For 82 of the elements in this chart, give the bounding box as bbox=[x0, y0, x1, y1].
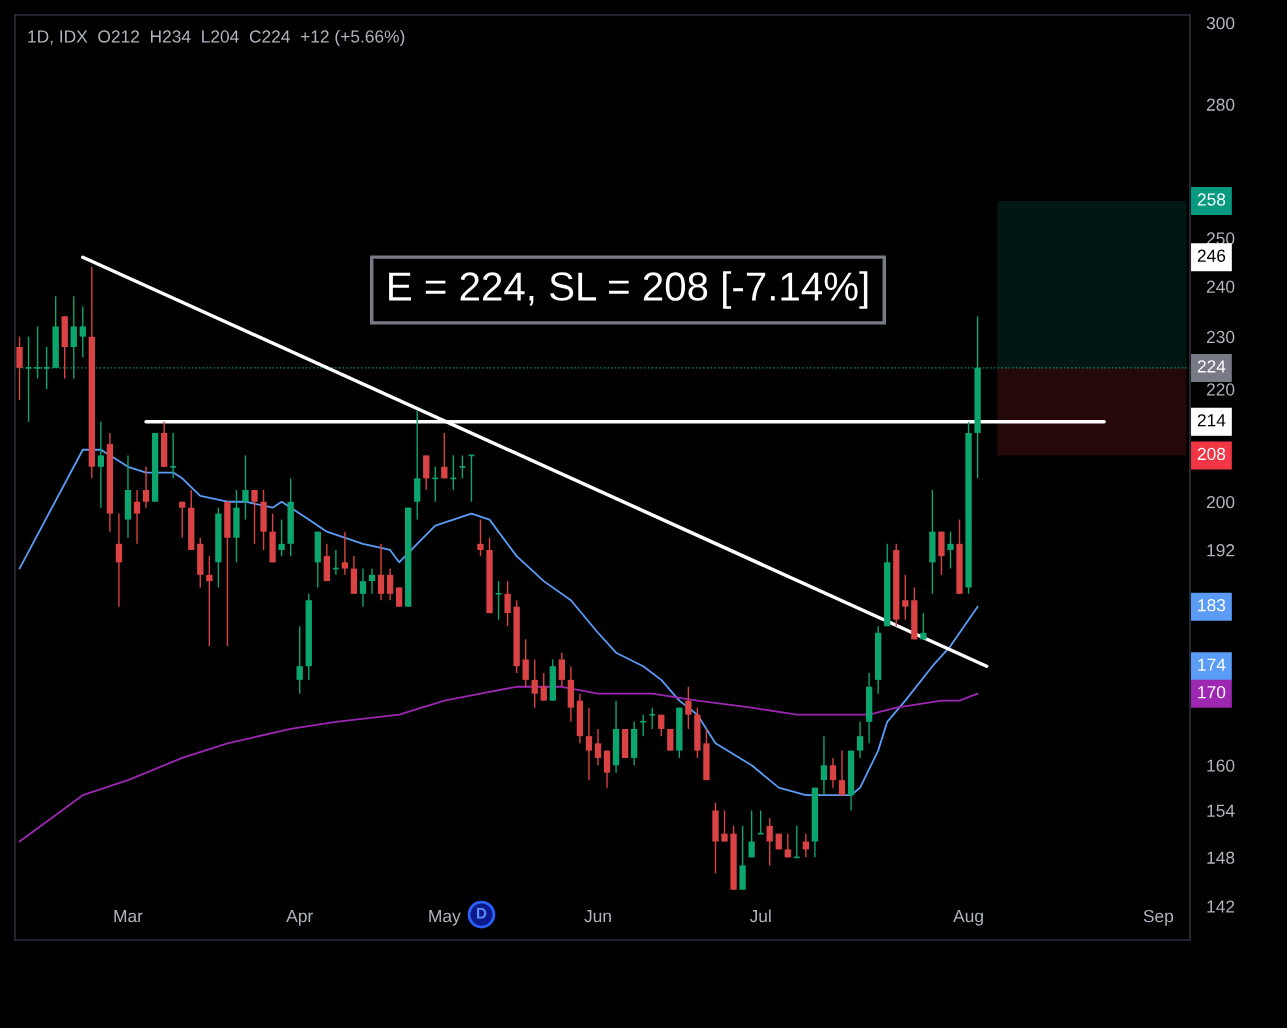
candlestick bbox=[531, 658, 538, 709]
candlestick bbox=[97, 421, 105, 509]
candlestick bbox=[540, 672, 547, 702]
candlestick bbox=[79, 305, 86, 359]
candlestick bbox=[395, 586, 403, 608]
candlestick bbox=[639, 714, 647, 737]
candlestick bbox=[70, 295, 77, 380]
candlestick bbox=[838, 749, 846, 796]
line-series bbox=[18, 448, 979, 797]
candlestick bbox=[142, 466, 150, 509]
y-tick-label: 240 bbox=[1206, 280, 1235, 293]
x-tick-label: Jul bbox=[749, 909, 771, 923]
annotation: E = 224, SL = 208 [-7.14%] bbox=[389, 271, 868, 309]
y-tick-label: 160 bbox=[1207, 759, 1235, 772]
candlestick bbox=[24, 335, 33, 423]
candlestick bbox=[359, 567, 367, 608]
candlestick bbox=[829, 757, 837, 789]
candlestick bbox=[341, 530, 349, 576]
x-tick-label: Jun bbox=[584, 910, 611, 923]
annotation: 214 bbox=[1197, 414, 1226, 427]
x-tick-label: May bbox=[429, 910, 461, 926]
candlestick bbox=[368, 567, 376, 595]
x-tick-label: Apr bbox=[286, 910, 313, 926]
annotation: 246 bbox=[1197, 249, 1226, 262]
candlestick bbox=[42, 346, 51, 390]
candlestick bbox=[251, 489, 258, 545]
candlestick bbox=[133, 489, 141, 545]
annotation: 174 bbox=[1198, 658, 1226, 671]
candlestick bbox=[206, 555, 213, 647]
candlestick bbox=[179, 501, 186, 539]
candlestick bbox=[756, 809, 765, 835]
candlestick bbox=[377, 543, 385, 601]
candlestick bbox=[594, 728, 602, 766]
x-tick-label: Mar bbox=[114, 910, 143, 923]
candlestick bbox=[494, 580, 503, 621]
candlestick bbox=[748, 809, 755, 859]
candlestick bbox=[278, 518, 285, 557]
y-tick-label: 200 bbox=[1206, 495, 1235, 509]
y-tick-label: 154 bbox=[1207, 804, 1235, 817]
candlestick bbox=[522, 638, 529, 688]
candlestick bbox=[585, 706, 593, 781]
y-tick-label: 148 bbox=[1207, 851, 1235, 864]
y-tick-label: 230 bbox=[1206, 330, 1235, 344]
ref-line-label: 224 bbox=[1197, 360, 1226, 373]
y-tick-label: 220 bbox=[1206, 383, 1235, 396]
annotation: D bbox=[476, 908, 487, 919]
candlestick bbox=[423, 454, 430, 491]
candlestick bbox=[902, 574, 909, 621]
candlestick bbox=[414, 410, 421, 521]
candlestick bbox=[920, 612, 927, 641]
text: 1D, IDX O212 H234 L204 C224 +12 (+5.66%) bbox=[28, 29, 405, 47]
y-tick-label: 192 bbox=[1207, 544, 1235, 557]
candlestick bbox=[856, 721, 864, 759]
candlestick bbox=[947, 530, 954, 570]
annotation: 208 bbox=[1197, 447, 1226, 461]
candlestick bbox=[115, 512, 123, 608]
candlestick bbox=[296, 625, 303, 695]
candlestick bbox=[16, 335, 23, 401]
annotation: 170 bbox=[1198, 686, 1226, 699]
candlestick bbox=[441, 432, 448, 480]
candlestick bbox=[242, 454, 249, 521]
annotation: 258 bbox=[1197, 193, 1226, 206]
candlestick bbox=[458, 454, 467, 480]
candlestick bbox=[477, 518, 484, 557]
candlestick bbox=[820, 735, 828, 796]
candlestick bbox=[33, 325, 42, 380]
candlestick bbox=[766, 817, 773, 867]
x-tick-label: Sep bbox=[1143, 909, 1174, 926]
candlestick bbox=[504, 580, 511, 627]
line-series bbox=[18, 685, 979, 843]
y-tick-label: 142 bbox=[1207, 900, 1235, 913]
candlestick bbox=[603, 749, 611, 789]
candlestick bbox=[169, 432, 177, 480]
candlestick bbox=[558, 652, 565, 688]
x-tick-label: Aug bbox=[953, 910, 983, 926]
y-tick-label: 280 bbox=[1206, 98, 1235, 111]
annotation: 183 bbox=[1198, 599, 1226, 612]
candlestick bbox=[648, 706, 656, 730]
candlestick bbox=[685, 686, 692, 730]
y-tick-label: 300 bbox=[1206, 17, 1235, 30]
candlestick bbox=[386, 567, 394, 601]
candlestick bbox=[721, 809, 728, 843]
